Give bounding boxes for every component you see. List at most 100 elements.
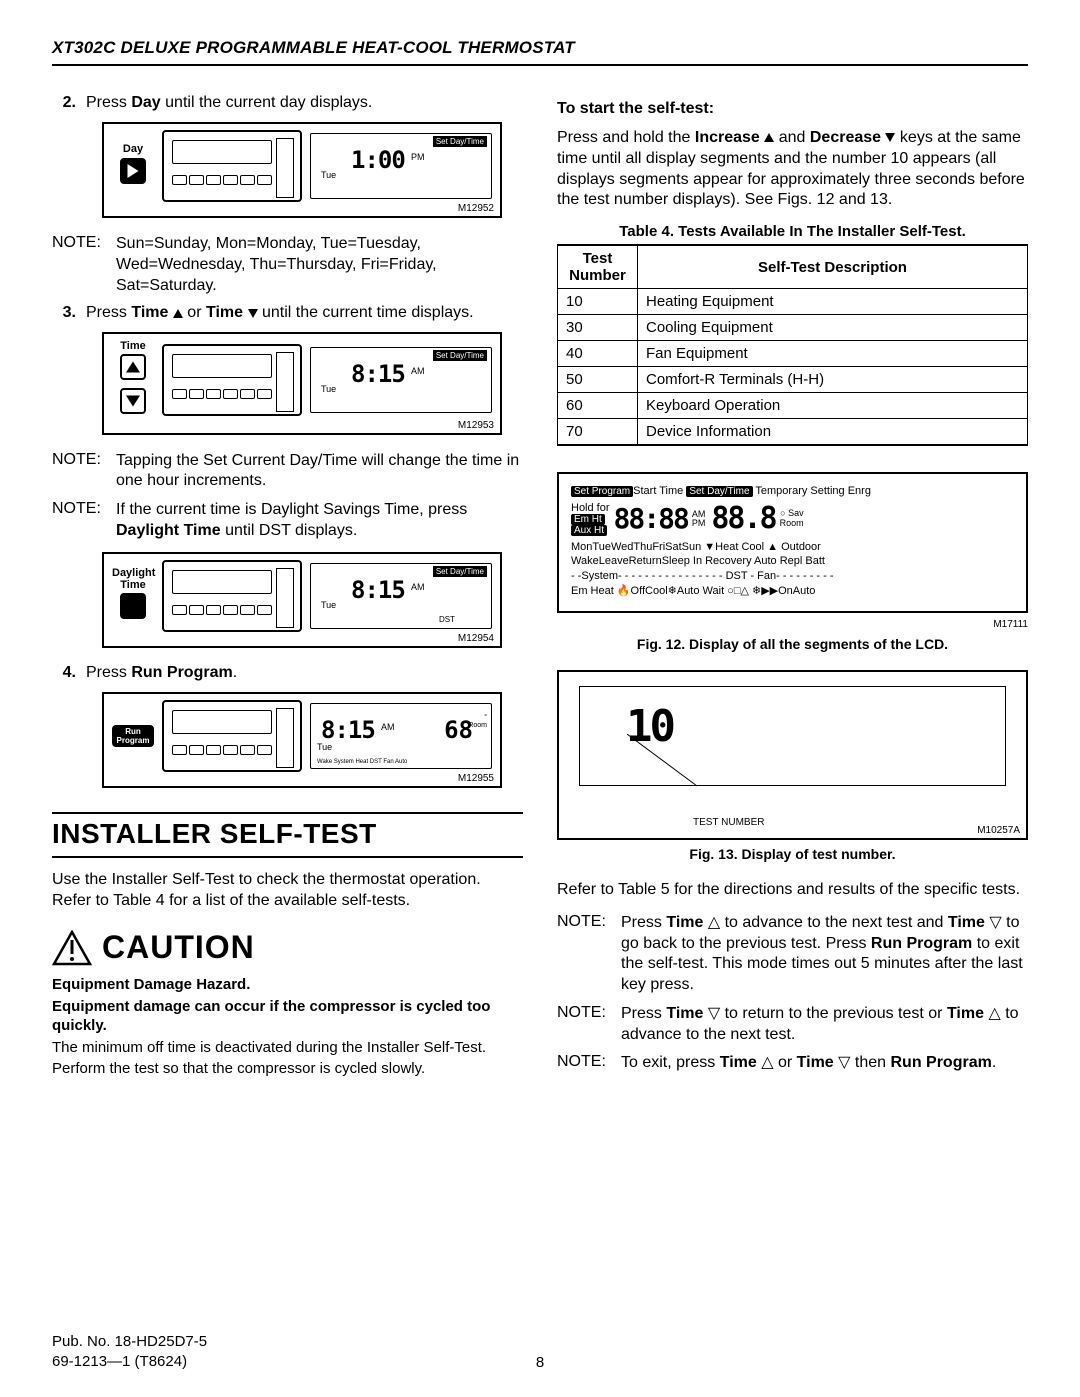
keyword-day: Day	[131, 94, 160, 111]
note-body: Press Time ▽ to return to the previous t…	[621, 1004, 1028, 1046]
text: Press	[621, 1005, 666, 1022]
ampm: AM	[411, 366, 425, 376]
pub-line: 69-1213—1 (T8624)	[52, 1352, 207, 1372]
keyword-time: Time	[720, 1054, 757, 1071]
keyword-time: Time	[131, 304, 168, 321]
leader-line-icon	[627, 734, 707, 794]
badge: Set Day/Time	[433, 566, 487, 577]
keyword-daylight-time: Daylight Time	[116, 522, 221, 539]
table-row: 70Device Information	[558, 419, 1028, 446]
note-body: Sun=Sunday, Mon=Monday, Tue=Tuesday, Wed…	[116, 234, 523, 296]
seg-line: WakeLeaveReturnSleep In Recovery Auto Re…	[571, 554, 1014, 569]
test-number-label: TEST NUMBER	[693, 817, 765, 828]
run-program-icon: Run Program	[112, 725, 154, 747]
figure-13-test-number: 10 TEST NUMBER M10257A	[557, 670, 1028, 840]
step-body: Press Run Program.	[86, 664, 523, 682]
note-return: NOTE: Press Time ▽ to return to the prev…	[557, 1004, 1028, 1046]
note-body: To exit, press Time △ or Time ▽ then Run…	[621, 1053, 1028, 1074]
label-text: Time	[112, 340, 154, 352]
table-row: 40Fan Equipment	[558, 341, 1028, 367]
caution-line: Equipment Damage Hazard.	[52, 976, 523, 995]
seg-digits: 88.8	[711, 499, 775, 540]
keyword-time: Time	[666, 1005, 703, 1022]
label-text: Daylight	[112, 567, 154, 579]
text: Press	[621, 914, 666, 931]
figure-code: M12953	[458, 420, 494, 431]
text: Press	[86, 664, 131, 681]
figure-time: Time Set Day/Time 8:15 AM Tue M12953	[102, 332, 502, 434]
seg-pill: Set Program	[571, 486, 633, 497]
label-text: Run	[125, 727, 141, 736]
keyword-time: Time	[666, 914, 703, 931]
text: .	[233, 664, 237, 681]
keyword-run-program: Run Program	[890, 1054, 991, 1071]
time-digits: 8:15	[351, 576, 405, 604]
seg-pill: Aux Ht	[571, 525, 607, 536]
note-label: NOTE:	[557, 913, 611, 996]
table-4-caption: Table 4. Tests Available In The Installe…	[557, 223, 1028, 240]
time-digits: 1:00	[351, 146, 405, 174]
seg-text: Start Time	[633, 485, 683, 497]
ampm: PM	[411, 152, 425, 162]
table-4-self-tests: Test Number Self-Test Description 10Heat…	[557, 244, 1028, 446]
figure-code: M12955	[458, 773, 494, 784]
figure-12-caption: Fig. 12. Display of all the segments of …	[557, 636, 1028, 652]
note-body: Tapping the Set Current Day/Time will ch…	[116, 451, 523, 493]
right-column: To start the self-test: Press and hold t…	[557, 94, 1028, 1082]
caution-header: CAUTION	[52, 929, 523, 966]
table-row: 30Cooling Equipment	[558, 315, 1028, 341]
badge: Set Day/Time	[433, 136, 487, 147]
step-2: 2. Press Day until the current day displ…	[52, 94, 523, 112]
pub-line: Pub. No. 18-HD25D7-5	[52, 1332, 207, 1352]
section-title-installer-self-test: INSTALLER SELF-TEST	[52, 812, 523, 858]
self-test-start-heading: To start the self-test:	[557, 100, 1028, 118]
left-column: 2. Press Day until the current day displ…	[52, 94, 523, 1082]
system-text: Wake System Heat DST Fan Auto	[317, 759, 485, 765]
seg-text: Hold for	[571, 503, 610, 514]
keyword-run-program: Run Program	[871, 935, 972, 952]
text: Press	[86, 94, 131, 111]
cell: Cooling Equipment	[638, 315, 1028, 341]
badge: Set Day/Time	[433, 350, 487, 361]
warning-triangle-icon	[52, 930, 92, 966]
cell: Device Information	[638, 419, 1028, 446]
seg-line: MonTueWedThuFriSatSun ▼Heat Cool ▲ Outdo…	[571, 540, 1014, 555]
seg-pill: Set Day/Time	[686, 486, 752, 497]
caution-line: Equipment damage can occur if the compre…	[52, 998, 523, 1036]
step-4: 4. Press Run Program.	[52, 664, 523, 682]
temp-digits: 68	[444, 716, 473, 744]
seg-digits: 88:88	[614, 500, 688, 538]
step-number: 4.	[52, 664, 76, 682]
time-digits: 8:15	[321, 716, 375, 744]
down-arrow-icon	[885, 133, 895, 142]
page-header: XT302C DELUXE PROGRAMMABLE HEAT-COOL THE…	[52, 38, 1028, 66]
up-arrow-icon	[764, 133, 774, 142]
figure-dst: Daylight Time Set Day/Time 8:15 AM Tue D…	[102, 552, 502, 648]
cell: 40	[558, 341, 638, 367]
ampm: AM	[381, 722, 395, 732]
text: to return to the previous test or	[720, 1005, 947, 1022]
lcd-display: 8:15 AM 68 ° Room Tue Wake System Heat D…	[310, 703, 492, 769]
keyword-run-program: Run Program	[131, 664, 232, 681]
cell: 60	[558, 393, 638, 419]
day-text: Tue	[321, 170, 336, 180]
day-right-icon	[120, 158, 146, 184]
figure-code: M12954	[458, 633, 494, 644]
text: until the current day displays.	[161, 94, 373, 111]
seg-line: - -System- - - - - - - - - - - - - - - -…	[571, 569, 1014, 584]
figure-day: Day Set Day/Time 1:00 PM Tue M12952	[102, 122, 502, 218]
text: Press	[86, 304, 131, 321]
thermostat-device-icon	[162, 700, 302, 772]
cell: Keyboard Operation	[638, 393, 1028, 419]
note-label: NOTE:	[557, 1053, 611, 1074]
up-arrow-icon	[120, 354, 146, 380]
thermostat-device-icon	[162, 560, 302, 632]
note-tap: NOTE: Tapping the Set Current Day/Time w…	[52, 451, 523, 493]
text: until DST displays.	[221, 522, 358, 539]
step-3: 3. Press Time or Time until the current …	[52, 304, 523, 322]
dst-icon	[120, 593, 146, 619]
keyword-time: Time	[797, 1054, 834, 1071]
cell: Comfort-R Terminals (H-H)	[638, 367, 1028, 393]
page-footer: Pub. No. 18-HD25D7-5 69-1213—1 (T8624) 8	[52, 1354, 1028, 1371]
day-text: Tue	[321, 600, 336, 610]
